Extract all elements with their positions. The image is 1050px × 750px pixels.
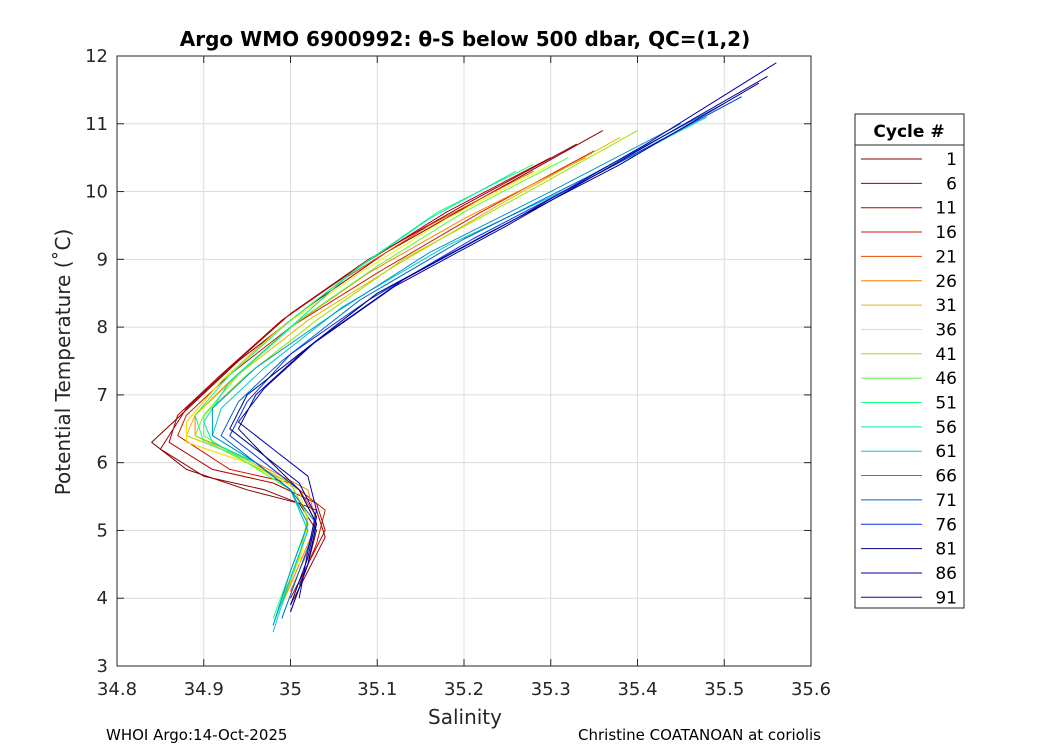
y-tick-label: 9	[97, 249, 108, 270]
series-line-cycle-61	[211, 116, 708, 633]
y-tick-label: 5	[97, 520, 108, 541]
legend-title: Cycle #	[873, 122, 944, 142]
series-line-cycle-36	[185, 163, 551, 565]
x-tick-label: 34.9	[184, 679, 224, 700]
grid	[117, 56, 811, 666]
series-group	[151, 62, 777, 633]
y-tick-label: 11	[85, 114, 108, 135]
y-tick-label: 3	[97, 656, 108, 677]
footer-left: WHOI Argo:14-Oct-2025	[106, 726, 288, 744]
legend-label-cycle-1: 1	[946, 150, 957, 170]
y-tick-label: 10	[85, 182, 108, 203]
legend: Cycle # 16111621263136414651566166717681…	[854, 113, 965, 609]
series-line-cycle-86	[237, 75, 768, 606]
legend-label-cycle-61: 61	[935, 442, 957, 462]
legend-label-cycle-6: 6	[946, 174, 957, 194]
legend-label-cycle-91: 91	[935, 588, 957, 608]
chart-title: Argo WMO 6900992: θ-S below 500 dbar, QC…	[180, 27, 750, 51]
legend-label-cycle-26: 26	[935, 272, 957, 292]
x-tick-label: 35	[279, 679, 302, 700]
legend-label-cycle-16: 16	[935, 223, 957, 243]
legend-label-cycle-31: 31	[935, 296, 957, 316]
x-tick-label: 34.8	[97, 679, 137, 700]
series-line-cycle-41	[194, 130, 638, 606]
legend-label-cycle-66: 66	[935, 467, 957, 487]
legend-label-cycle-56: 56	[935, 418, 957, 438]
legend-label-cycle-11: 11	[935, 199, 957, 219]
y-tick-label: 8	[97, 317, 108, 338]
legend-label-cycle-21: 21	[935, 247, 957, 267]
y-tick-label: 7	[97, 385, 108, 406]
series-line-cycle-66	[211, 123, 682, 626]
series-line-cycle-91	[237, 62, 777, 599]
series-line-cycle-6	[159, 143, 578, 606]
x-tick-label: 35.1	[357, 679, 397, 700]
y-tick-label: 6	[97, 453, 108, 474]
legend-box	[854, 113, 965, 609]
legend-label-cycle-86: 86	[935, 564, 957, 584]
series-line-cycle-16	[177, 150, 595, 585]
legend-label-cycle-81: 81	[935, 540, 957, 560]
legend-label-cycle-46: 46	[935, 369, 957, 389]
y-tick-label: 4	[97, 588, 108, 609]
x-tick-label: 35.6	[791, 679, 831, 700]
legend-label-cycle-41: 41	[935, 345, 957, 365]
x-axis: 34.8 34.9 35 35.1 35.2 35.3 35.4 35.5 35.6	[97, 56, 831, 700]
legend-label-cycle-71: 71	[935, 491, 957, 511]
x-tick-label: 35.4	[617, 679, 657, 700]
x-tick-label: 35.5	[704, 679, 744, 700]
x-tick-label: 35.3	[531, 679, 571, 700]
legend-label-cycle-76: 76	[935, 515, 957, 535]
y-axis: 3 4 5 6 7 8 9 10 11 12	[85, 46, 811, 677]
footer-right: Christine COATANOAN at coriolis	[578, 726, 821, 744]
y-tick-label: 12	[85, 46, 108, 67]
legend-label-cycle-36: 36	[935, 320, 957, 340]
y-axis-label: Potential Temperature (˚C)	[51, 229, 75, 496]
x-tick-label: 35.2	[444, 679, 484, 700]
x-axis-label: Salinity	[428, 705, 502, 729]
legend-label-cycle-51: 51	[935, 394, 957, 414]
